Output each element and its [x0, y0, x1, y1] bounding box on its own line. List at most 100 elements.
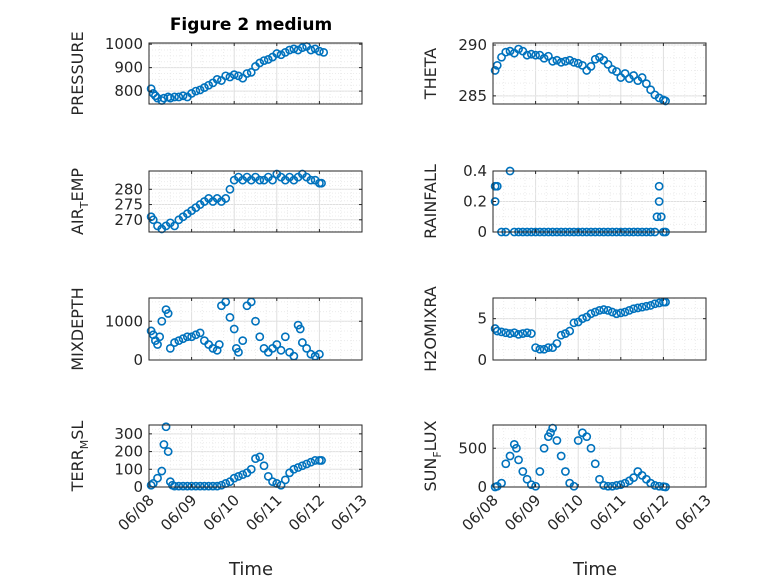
- data-point: [526, 480, 536, 490]
- data-point: [514, 44, 523, 54]
- data-point: [633, 303, 643, 313]
- y-tick-label: 1000: [105, 312, 143, 330]
- y-tick-label: 5: [477, 310, 487, 328]
- y-tick-label: 500: [458, 439, 487, 457]
- data-point: [280, 332, 290, 342]
- data-point: [573, 58, 583, 68]
- data-point: [603, 59, 613, 69]
- data-point: [199, 83, 209, 92]
- data-point: [251, 316, 260, 326]
- data-point: [159, 440, 169, 449]
- data-point: [539, 443, 549, 453]
- data-point: [531, 50, 540, 60]
- x-tick-label: 06/12: [629, 491, 672, 534]
- data-point: [295, 324, 305, 334]
- data-point: [217, 480, 226, 490]
- data-point: [280, 475, 290, 485]
- data-point: [163, 309, 173, 318]
- data-point: [297, 43, 307, 53]
- data-point: [556, 451, 566, 461]
- data-point: [255, 452, 265, 462]
- data-point: [526, 329, 536, 338]
- data-point: [178, 481, 188, 491]
- y-tick-label: 0: [477, 351, 487, 369]
- data-point: [297, 461, 307, 471]
- x-tick-label: 06/11: [586, 491, 629, 534]
- y-tick-label: 280: [114, 180, 143, 198]
- data-point: [289, 464, 299, 474]
- x-tick-label: 06/11: [242, 491, 285, 534]
- data-point: [490, 197, 500, 206]
- data-point: [497, 52, 506, 62]
- data-point: [195, 481, 205, 491]
- data-point: [246, 464, 256, 474]
- data-point: [191, 481, 201, 491]
- data-point: [616, 480, 626, 490]
- data-point: [612, 309, 621, 319]
- data-point: [548, 56, 558, 66]
- data-point: [306, 349, 316, 359]
- x-tick-label: 06/08: [459, 491, 502, 534]
- data-point: [255, 58, 265, 68]
- y-axis-label-subscript: M: [78, 440, 91, 450]
- x-tick-label: 06/10: [544, 491, 587, 534]
- data-point: [490, 66, 500, 75]
- data-point: [505, 451, 515, 461]
- data-point: [654, 181, 664, 191]
- x-tick-label: 06/09: [501, 491, 544, 534]
- data-point: [285, 45, 294, 55]
- data-point: [150, 91, 160, 101]
- data-point: [229, 324, 239, 334]
- data-point: [161, 422, 171, 432]
- data-point: [586, 443, 596, 453]
- axes-box: [148, 424, 363, 488]
- data-point: [514, 329, 523, 339]
- data-point: [590, 307, 600, 317]
- data-point: [522, 474, 532, 484]
- y-axis-label: TERRMSL: [68, 421, 91, 493]
- y-axis-label-part: TERR: [68, 449, 87, 492]
- data-point: [293, 45, 303, 55]
- x-tick-label: 06/12: [285, 491, 328, 534]
- data-point: [157, 316, 167, 326]
- data-point: [221, 71, 231, 81]
- y-axis-label: MIXDEPTH: [68, 287, 87, 370]
- data-point: [174, 481, 184, 491]
- data-point: [656, 212, 666, 222]
- data-point: [603, 481, 613, 491]
- x-axis-label-left: Time: [228, 559, 273, 580]
- data-point: [501, 47, 511, 57]
- y-axis-label-part: AIR: [68, 208, 87, 235]
- data-point: [612, 481, 621, 490]
- data-point: [509, 328, 519, 338]
- y-tick-label: 0.4: [463, 162, 487, 180]
- data-point: [159, 93, 169, 103]
- data-point: [607, 481, 617, 491]
- data-point: [650, 481, 660, 490]
- data-point: [573, 436, 583, 445]
- y-axis-label-subscript: T: [78, 201, 91, 209]
- data-point: [590, 459, 600, 469]
- data-point: [212, 481, 222, 491]
- data-point: [543, 343, 553, 352]
- x-tick-label: 06/10: [200, 491, 243, 534]
- data-point: [607, 65, 617, 74]
- data-point: [556, 330, 566, 340]
- data-point: [153, 340, 162, 349]
- data-point: [599, 305, 609, 314]
- data-point: [170, 221, 179, 231]
- data-point: [646, 85, 656, 95]
- y-axis-label-part: EMP: [68, 168, 87, 202]
- y-axis-label: RAINFALL: [421, 164, 440, 239]
- data-point: [565, 326, 575, 336]
- data-point: [238, 336, 248, 346]
- data-point: [191, 86, 201, 96]
- y-tick-label: 275: [114, 196, 143, 214]
- y-tick-label: 900: [114, 59, 143, 77]
- data-point: [263, 471, 273, 481]
- data-point: [170, 338, 179, 347]
- data-point: [259, 56, 269, 65]
- data-point: [661, 297, 670, 307]
- y-tick-label: 0.2: [463, 193, 487, 211]
